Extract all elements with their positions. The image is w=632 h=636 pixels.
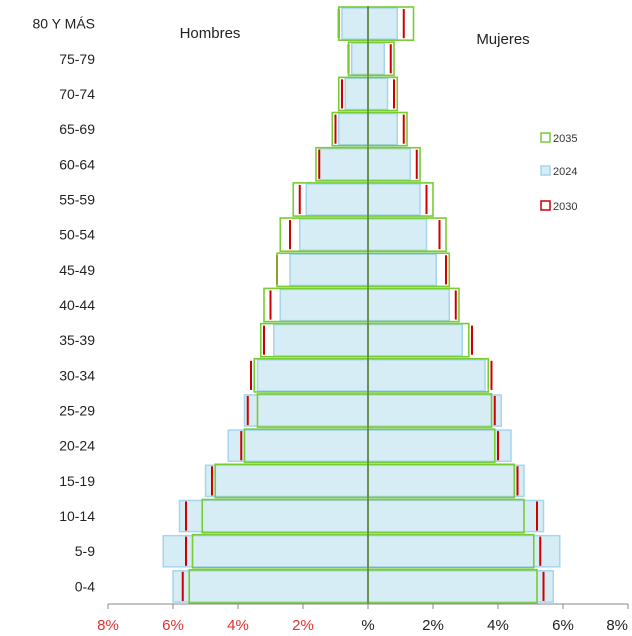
bar-2024-men (289, 253, 369, 287)
bar-2024-women (367, 112, 398, 146)
x-tick-label: 8% (606, 617, 628, 634)
age-label: 60-64 (59, 156, 95, 172)
right-side-label: Mujeres (476, 31, 529, 48)
bar-2024-men (204, 464, 369, 498)
bar-2024-men (178, 499, 369, 533)
legend-swatch-2035 (540, 132, 551, 143)
bar-2024-women (367, 77, 389, 111)
age-label: 5-9 (75, 543, 95, 559)
bar-2024-men (344, 77, 369, 111)
bar-2024-women (367, 394, 502, 427)
left-side-label: Hombres (180, 25, 241, 42)
x-tick-label: 8% (97, 617, 119, 634)
legend-swatch-2030 (540, 200, 551, 211)
x-tick-label: 6% (162, 617, 184, 634)
bar-2024-women (367, 534, 561, 568)
bar-2024-men (318, 147, 369, 181)
age-label: 20-24 (59, 438, 95, 454)
age-label: 35-39 (59, 332, 95, 348)
x-tick-label: 4% (227, 617, 249, 634)
bar-2024-women (367, 218, 428, 251)
bar-2024-men (279, 288, 369, 322)
bar-2024-women (367, 499, 545, 533)
bar-2024-men (273, 323, 369, 357)
bar-2024-women (367, 288, 450, 322)
bar-2024-men (256, 359, 369, 392)
bar-2024-men (243, 394, 369, 427)
age-label: 40-44 (59, 297, 95, 313)
age-label: 80 Y MÁS (32, 16, 95, 32)
age-label: 45-49 (59, 262, 95, 278)
age-label: 55-59 (59, 191, 95, 207)
x-tick-label: 2% (422, 617, 444, 634)
bar-2024-women (367, 464, 525, 498)
age-label: 10-14 (59, 508, 95, 524)
bar-2024-men (305, 183, 369, 216)
age-label: 75-79 (59, 51, 95, 67)
bar-2024-men (227, 429, 369, 463)
bar-2024-men (341, 7, 369, 40)
bar-2024-women (367, 359, 486, 392)
bars-2030 (181, 9, 545, 601)
bar-2024-women (367, 570, 554, 603)
age-label: 65-69 (59, 121, 95, 137)
age-labels: 0-4 5-9 10-14 15-19 20-24 25-29 30-34 35-39 40-4… (32, 16, 95, 595)
bar-2024-women (367, 183, 421, 216)
age-label: 50-54 (59, 227, 95, 243)
bar-2024-women (367, 323, 463, 357)
legend: 2035 2024 2030 (540, 132, 577, 213)
x-tick-label: % (361, 617, 374, 634)
bars-2024 (162, 7, 561, 603)
age-label: 15-19 (59, 473, 95, 489)
x-tick-label: 6% (552, 617, 574, 634)
bar-2024-women (367, 7, 398, 40)
legend-label-2030: 2030 (553, 201, 577, 213)
age-label: 25-29 (59, 403, 95, 419)
legend-swatch-2024 (540, 165, 551, 176)
bar-2024-men (172, 570, 369, 603)
legend-label-2035: 2035 (553, 133, 577, 145)
bar-2024-women (367, 42, 385, 76)
bar-2024-women (367, 147, 411, 181)
age-label: 70-74 (59, 86, 95, 102)
bar-2024-men (351, 42, 369, 76)
bar-2024-men (299, 218, 369, 251)
bar-2024-men (338, 112, 369, 146)
bar-2024-women (367, 429, 512, 463)
x-tick-label: 2% (292, 617, 314, 634)
x-axis-ticks: 8% 6% 4% 2%% 2% 4% 6% 8% (97, 604, 629, 634)
x-tick-label: 4% (487, 617, 509, 634)
age-label: 0-4 (75, 578, 95, 594)
legend-label-2024: 2024 (553, 166, 577, 178)
bar-2024-women (367, 253, 437, 287)
bar-2024-men (162, 534, 369, 568)
age-label: 30-34 (59, 367, 95, 383)
